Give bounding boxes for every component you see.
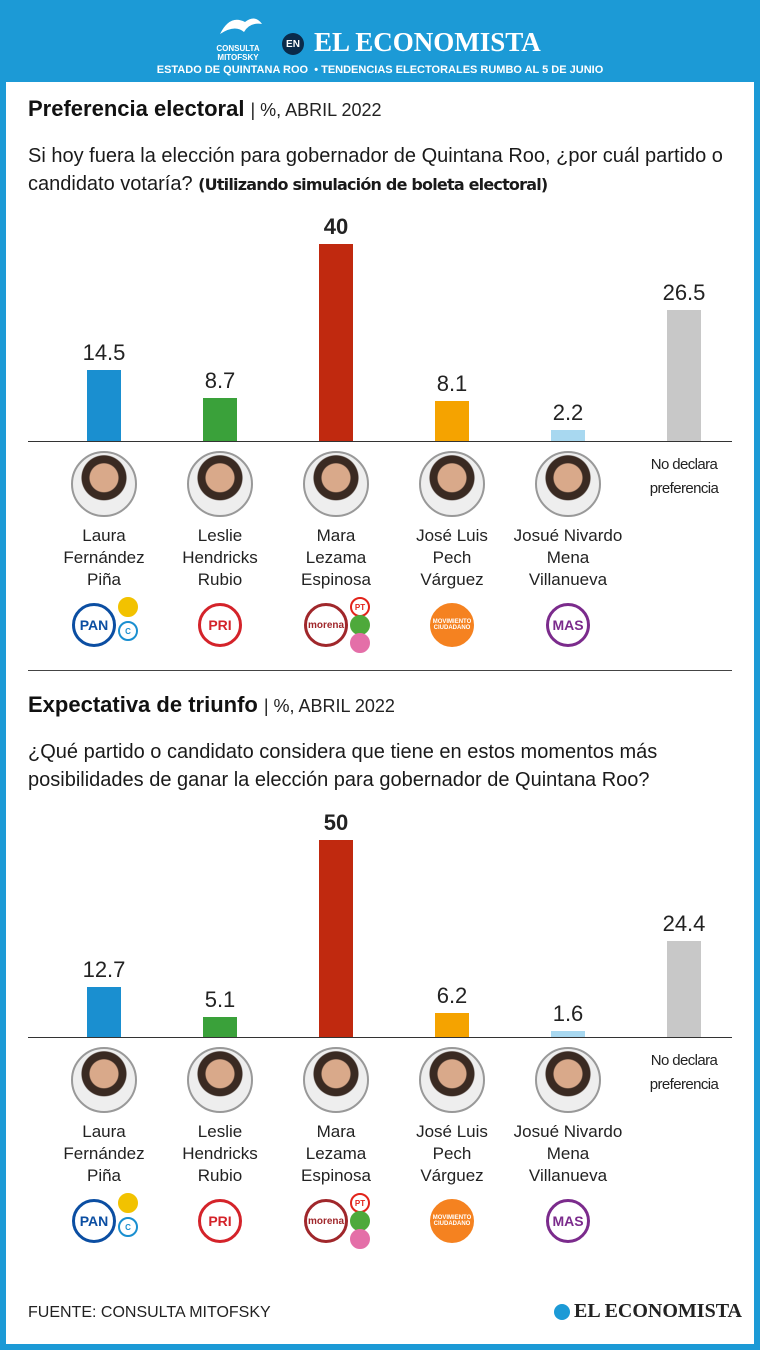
party-logo: morena <box>304 603 348 647</box>
candidate-photo <box>419 1047 485 1113</box>
chart-subtitle: | %, ABRIL 2022 <box>250 100 382 120</box>
candidate-name: Laura Fernández Piña <box>63 526 145 589</box>
value-label: 2.2 <box>552 400 584 426</box>
party-logo-small <box>350 633 370 653</box>
candidate-photo <box>419 451 485 517</box>
bar <box>87 986 121 1037</box>
header-title: EL ECONOMISTA <box>314 27 541 57</box>
party-logo: PRI <box>198 603 242 647</box>
value-label: 40 <box>323 214 349 239</box>
value-label: 14.5 <box>82 339 126 365</box>
party-logo-small: C <box>118 1217 138 1237</box>
bar <box>551 1030 585 1037</box>
question-text: ¿Qué partido o candidato considera que t… <box>28 741 658 791</box>
party-logo-small <box>350 615 370 635</box>
question-text: Si hoy fuera la elección para gobernador… <box>28 145 723 195</box>
bar <box>667 310 701 441</box>
category-label: No declara preferencia <box>649 456 719 497</box>
bar <box>551 430 585 441</box>
chart-subtitle: | %, ABRIL 2022 <box>263 696 395 716</box>
baseline <box>28 1037 732 1038</box>
candidate-name: Mara Lezama Espinosa <box>301 526 371 589</box>
baseline <box>28 441 732 442</box>
bar <box>435 401 469 441</box>
party-logo-small <box>350 1229 370 1249</box>
question: Si hoy fuera la elección para gobernador… <box>28 142 728 199</box>
bar <box>203 1016 237 1037</box>
candidate-photo <box>303 1047 369 1113</box>
divider <box>28 670 732 671</box>
source: FUENTE: CONSULTA MITOFSKY <box>28 1304 271 1321</box>
value-label: 1.6 <box>552 1000 584 1026</box>
party-logo: morena <box>304 1199 348 1243</box>
party-logo: PRI <box>198 1199 242 1243</box>
candidate-name: Leslie Hendricks Rubio <box>182 526 258 589</box>
bar <box>87 369 121 441</box>
party-logo-small <box>118 597 138 617</box>
value-label: 12.7 <box>82 956 126 982</box>
party-logo-small <box>350 1211 370 1231</box>
party-logo: MAS <box>546 603 590 647</box>
bar <box>203 398 237 441</box>
candidate-name: Josué Nivardo Mena Villanueva <box>513 526 623 589</box>
mitofsky-logo: CONSULTA MITOFSKY <box>200 12 276 62</box>
header-subtitle: ESTADO DE QUINTANA ROO • TENDENCIAS ELEC… <box>156 64 604 76</box>
footer-brand: EL ECONOMISTA <box>574 1300 742 1322</box>
question-note: (Utilizando simulación de boleta elector… <box>198 175 548 194</box>
bar <box>435 1012 469 1037</box>
candidate-photo <box>303 451 369 517</box>
chart-heading: Preferencia electoral | %, ABRIL 2022 <box>28 96 382 122</box>
party-logo: PAN <box>72 603 116 647</box>
party-logo: MOVIMIENTO CIUDADANO <box>430 1199 474 1243</box>
candidate-photo <box>71 451 137 517</box>
value-label: 24.4 <box>662 910 706 936</box>
value-label: 26.5 <box>662 280 706 306</box>
value-label: 50 <box>323 810 349 835</box>
candidate-name: José Luis Pech Várguez <box>416 1122 488 1185</box>
party-logo-small: PT <box>350 1193 370 1213</box>
candidate-name: Leslie Hendricks Rubio <box>182 1122 258 1185</box>
candidate-photo <box>535 451 601 517</box>
question: ¿Qué partido o candidato considera que t… <box>28 738 728 794</box>
value-label: 5.1 <box>204 986 236 1012</box>
candidate-name: Mara Lezama Espinosa <box>301 1122 371 1185</box>
party-logo: PAN <box>72 1199 116 1243</box>
party-logo-small <box>118 1193 138 1213</box>
candidate-photo <box>187 451 253 517</box>
party-logo-small: C <box>118 621 138 641</box>
candidate-name: Laura Fernández Piña <box>63 1122 145 1185</box>
content: FUENTE: CONSULTA MITOFSKY EL ECONOMISTA … <box>6 82 754 1344</box>
chart-title: Expectativa de triunfo <box>28 692 258 717</box>
value-label: 8.7 <box>204 368 236 394</box>
mitofsky-icon <box>220 18 262 34</box>
brand: CONSULTA MITOFSKY <box>216 44 260 62</box>
candidate-photo <box>187 1047 253 1113</box>
chart-heading: Expectativa de triunfo | %, ABRIL 2022 <box>28 692 395 718</box>
value-label: 8.1 <box>436 371 468 397</box>
party-logo-small: PT <box>350 597 370 617</box>
bar <box>667 940 701 1037</box>
candidate-photo <box>71 1047 137 1113</box>
category-label: No declara preferencia <box>649 1052 719 1093</box>
value-label: 6.2 <box>436 982 468 1008</box>
party-logo: MAS <box>546 1199 590 1243</box>
chart-title: Preferencia electoral <box>28 96 245 121</box>
party-logo: MOVIMIENTO CIUDADANO <box>430 603 474 647</box>
candidate-photo <box>535 1047 601 1113</box>
en-badge: EN <box>282 33 304 55</box>
candidate-name: Josué Nivardo Mena Villanueva <box>513 1122 623 1185</box>
bar <box>319 244 353 441</box>
brand-icon <box>554 1304 570 1320</box>
candidate-name: José Luis Pech Várguez <box>416 526 488 589</box>
bar <box>319 840 353 1037</box>
